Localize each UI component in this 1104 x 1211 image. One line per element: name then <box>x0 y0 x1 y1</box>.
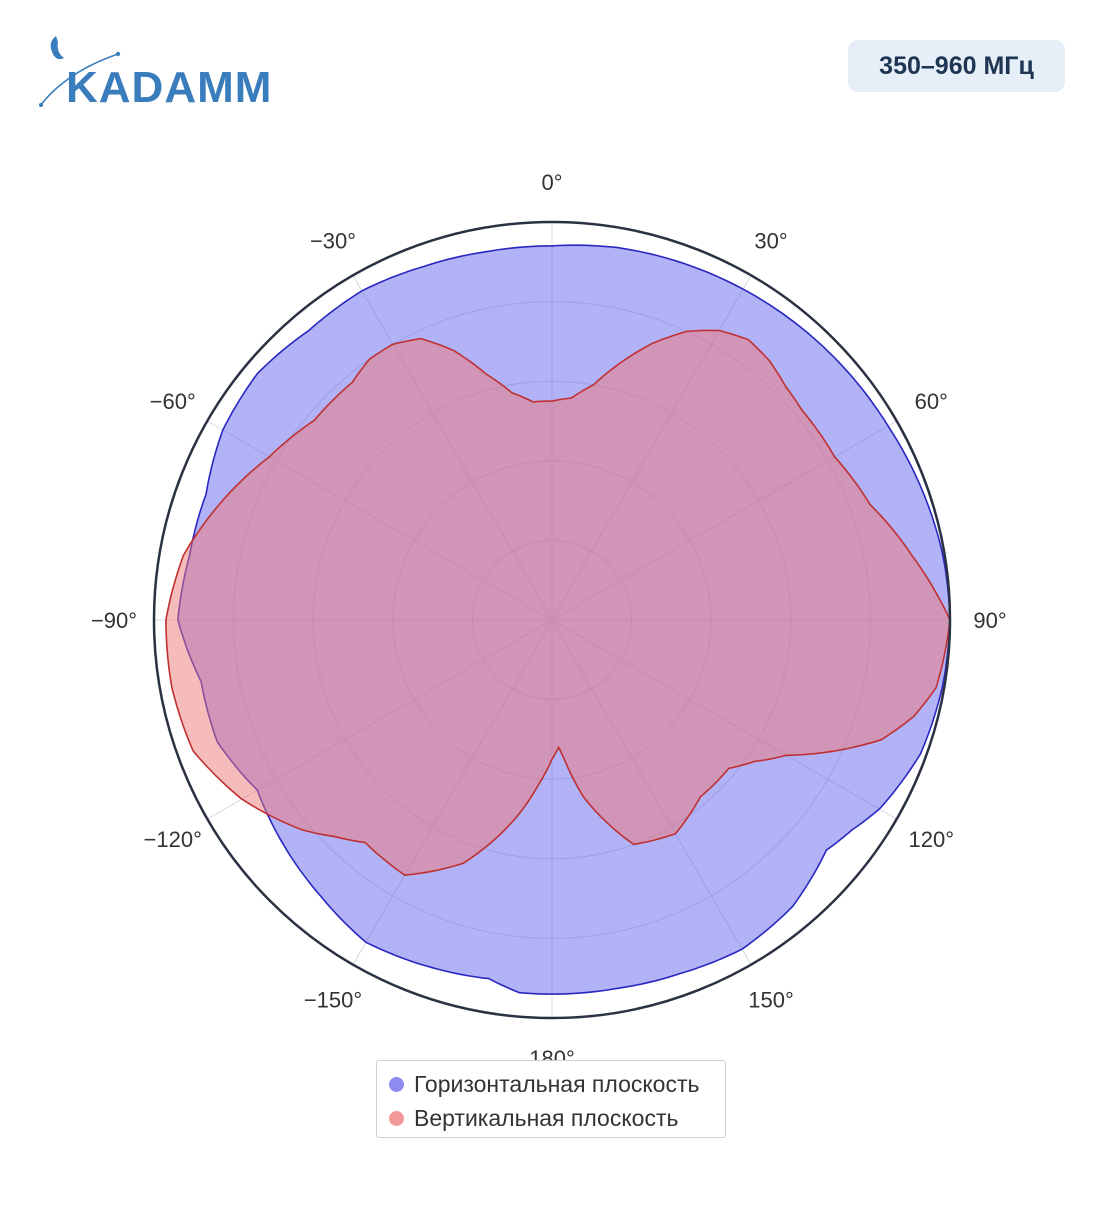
angle-tick-label: 90° <box>973 608 1006 633</box>
legend-label: Вертикальная плоскость <box>414 1104 679 1131</box>
angle-tick-label: 150° <box>748 987 794 1012</box>
legend-marker <box>389 1076 404 1092</box>
angle-tick-label: −150° <box>304 987 362 1012</box>
legend: Горизонтальная плоскость Вертикальная пл… <box>376 1060 726 1138</box>
logo-text: KADAMM <box>66 63 273 112</box>
angle-tick-label: −120° <box>144 827 202 852</box>
legend-item-vertical[interactable]: Вертикальная плоскость <box>377 1101 725 1135</box>
angle-tick-label: 30° <box>754 229 787 254</box>
angle-tick-label: 120° <box>909 827 955 852</box>
frequency-badge: 350–960 МГц <box>848 40 1065 92</box>
angle-tick-label: 180° <box>529 1046 575 1060</box>
legend-item-horizontal[interactable]: Горизонтальная плоскость <box>377 1067 725 1101</box>
angle-tick-label: −60° <box>150 389 196 414</box>
angle-tick-label: −90° <box>91 608 137 633</box>
logo-emblem <box>39 36 121 107</box>
vertical-pattern-series <box>165 329 951 876</box>
angle-tick-label: 0° <box>541 170 562 195</box>
legend-label: Горизонтальная плоскость <box>414 1070 700 1097</box>
legend-marker <box>389 1110 404 1126</box>
kadamm-logo: KADAMM <box>36 32 296 112</box>
polar-chart: 0° 30° 60° 90° 120° 150° 180° −150° −120° −90° −60… <box>91 170 1007 1060</box>
angle-tick-label: 60° <box>915 389 948 414</box>
outer-ring <box>152 220 952 1020</box>
angle-tick-label: −30° <box>310 229 356 254</box>
